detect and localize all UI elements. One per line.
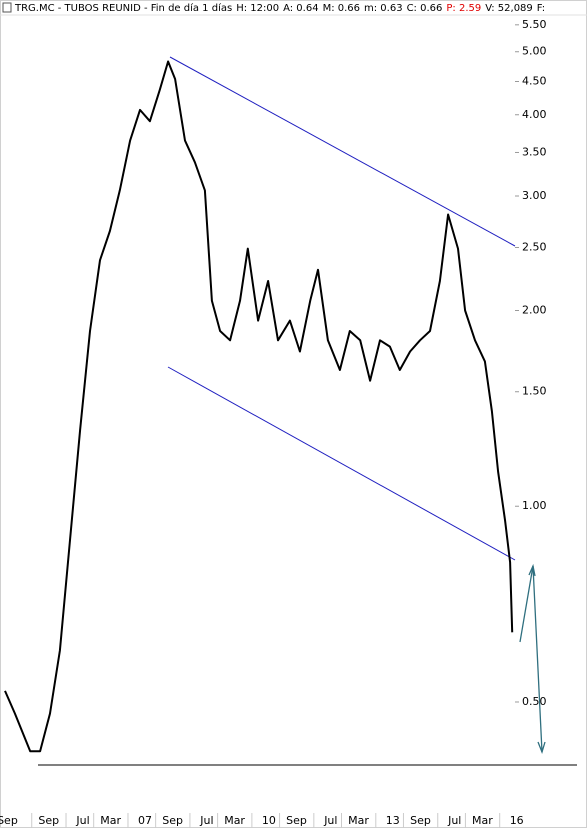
header-field: M: 0.66 [323,3,360,14]
x-tick-label: 13 [386,814,400,827]
x-tick-label: Jul [199,814,213,827]
x-tick-label: Mar [348,814,369,827]
y-tick-label: 4.00 [522,108,547,121]
header-field: TRG.MC - TUBOS REUNID - Fin de día 1 día… [14,2,232,14]
x-tick-label: 10 [262,814,276,827]
lower-trend-line [167,366,516,561]
x-tick-label: Jul [323,814,337,827]
x-tick-label: 16 [510,814,524,827]
x-tick-label: Jul [447,814,461,827]
x-tick-label: Mar [472,814,493,827]
y-tick-label: 0.50 [522,695,547,708]
y-tick-label: 1.00 [522,499,547,512]
y-tick-label: 5.50 [522,18,547,31]
arrow-head-down [537,741,546,754]
header-field: V: 52,089 [485,3,533,14]
header-field: m: 0.63 [364,3,403,14]
x-tick-label: Sep [410,814,431,827]
header-text: TRG.MC - TUBOS REUNID - Fin de día 1 día… [14,2,545,14]
x-tick-label: Mar [100,814,121,827]
y-tick-label: 3.00 [522,189,547,202]
header-field: H: 12:00 [236,3,279,14]
x-tick-label: Jul [75,814,89,827]
x-tick-label: Sep [162,814,183,827]
header-field: C: 0.66 [407,3,443,14]
x-tick-label: Mar [224,814,245,827]
y-tick-label: 5.00 [522,45,547,58]
y-tick-label: 1.50 [522,385,547,398]
header: TRG.MC - TUBOS REUNID - Fin de día 1 día… [14,2,545,14]
header-field: A: 0.64 [283,3,318,14]
y-tick-label: 2.00 [522,303,547,316]
upper-trend-line [169,56,516,247]
y-tick-label: 3.50 [522,145,547,158]
x-tick-label: Sep [38,814,59,827]
y-tick-label: 4.50 [522,74,547,87]
y-tick-label: 2.50 [522,240,547,253]
price-line [4,60,514,753]
arrow-head-up [528,563,536,577]
x-tick-label: Sep [286,814,307,827]
header-field: F: [537,3,545,14]
x-tick-label: 07 [138,814,152,827]
x-tick-label: Sep [0,814,18,827]
header-field: P: 2.59 [446,3,481,14]
menu-icon[interactable] [2,2,12,13]
